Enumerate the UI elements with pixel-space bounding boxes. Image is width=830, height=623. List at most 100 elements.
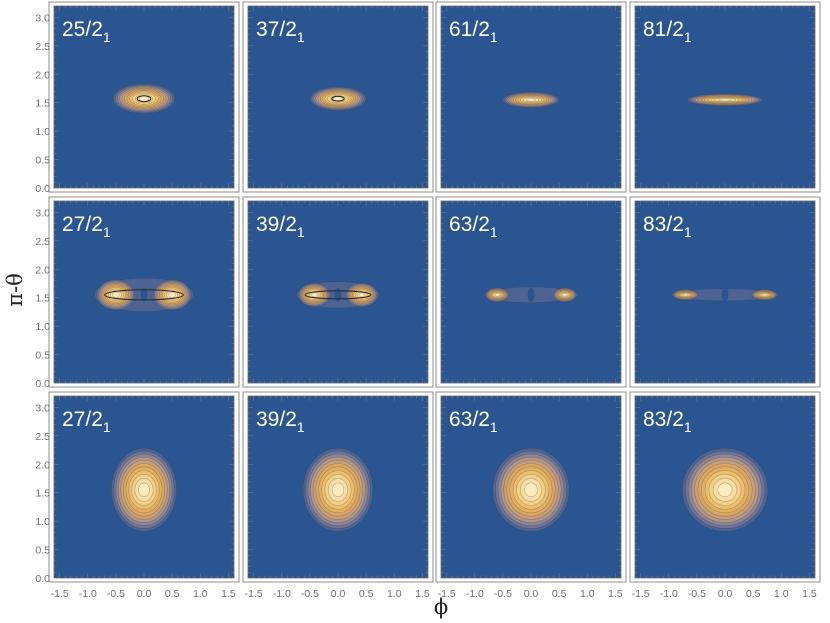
contour-levels (671, 288, 779, 302)
panel-label-main: 83/2 (643, 213, 684, 236)
panel-label-main: 63/2 (449, 408, 490, 431)
panel-label-subscript: 1 (684, 419, 692, 435)
x-tick-label: 0.0 (331, 588, 346, 600)
panel-label: 37/21 (256, 18, 305, 45)
y-tick-label: 3.0 (35, 12, 50, 24)
x-tick-label: -1.0 (660, 588, 678, 600)
y-tick-label: 1.5 (35, 293, 50, 305)
nodal-contour (331, 95, 345, 102)
x-tick-label: 0.0 (137, 588, 152, 600)
y-tick-label: 2.0 (35, 459, 50, 471)
tick-marks (441, 5, 621, 189)
y-tick-label: 1.5 (35, 488, 50, 500)
x-tick-label: -1.5 (438, 588, 456, 600)
panel-label: 39/21 (256, 408, 305, 435)
y-tick-label: 0.0 (35, 573, 50, 585)
panel-label-main: 39/2 (256, 408, 297, 431)
contour-level (168, 291, 176, 298)
contour-panel: 27/21 (48, 196, 240, 388)
nodal-contour (104, 289, 184, 301)
panel-label-subscript: 1 (490, 29, 498, 45)
panel-label-subscript: 1 (297, 29, 305, 45)
tick-marks (441, 395, 621, 579)
contour-level (138, 482, 150, 498)
tick-marks (635, 5, 815, 189)
x-tick-label: 1.5 (415, 588, 430, 600)
x-tick-labels: -1.5 -1.0 -0.5 0.0 0.5 1.0 1.5 -1.5 -1.0 -0.5 0.0 0… (51, 588, 817, 600)
panel-label: 63/21 (449, 213, 498, 240)
contour-panel: 83/21 (629, 391, 821, 583)
panel-label: 27/21 (62, 408, 111, 435)
panel-label-subscript: 1 (297, 224, 305, 240)
contour-level (358, 292, 365, 298)
x-tick-label: -1.0 (79, 588, 97, 600)
panel-label-main: 61/2 (449, 18, 490, 41)
x-tick-label: 0.0 (524, 588, 539, 600)
panel-label-subscript: 1 (490, 419, 498, 435)
contour-level (526, 98, 536, 102)
panel-label: 39/21 (256, 213, 305, 240)
y-axis-title: π-θ (3, 273, 27, 307)
tick-marks (635, 200, 815, 384)
contour-level (333, 96, 343, 101)
contour-level (311, 292, 318, 298)
contour-level (717, 482, 733, 498)
panel-label-main: 27/2 (62, 213, 103, 236)
tick-marks (248, 395, 428, 579)
y-tick-label: 0.0 (35, 183, 50, 195)
tick-marks (54, 395, 234, 579)
panel-label-main: 37/2 (256, 18, 297, 41)
panel-label-subscript: 1 (684, 224, 692, 240)
x-tick-label: 0.5 (359, 588, 374, 600)
panel-label-subscript: 1 (297, 419, 305, 435)
contour-level (562, 293, 568, 297)
x-tick-label: 1.0 (774, 588, 789, 600)
panel-label-main: 27/2 (62, 408, 103, 431)
x-tick-label: 1.5 (802, 588, 817, 600)
x-tick-label: 1.0 (193, 588, 208, 600)
x-tick-label: -1.0 (273, 588, 291, 600)
panel-label: 83/21 (643, 408, 692, 435)
panel-label-subscript: 1 (103, 29, 111, 45)
x-tick-label: -1.0 (466, 588, 484, 600)
nodal-point (334, 288, 342, 302)
panel-label: 81/21 (643, 18, 692, 45)
x-tick-label: -0.5 (301, 588, 319, 600)
contour-panel: 39/21 (242, 391, 434, 583)
x-tick-label: -1.5 (245, 588, 263, 600)
contour-levels (94, 277, 194, 312)
x-tick-label: 0.5 (165, 588, 180, 600)
contour-level (683, 293, 689, 297)
x-tick-label: 0.5 (552, 588, 567, 600)
contour-levels (502, 91, 560, 109)
nodal-contour (304, 290, 372, 300)
contour-panel: 63/21 (435, 196, 627, 388)
nodal-point (140, 288, 148, 302)
y-tick-label: 3.0 (35, 207, 50, 219)
tick-marks (54, 200, 234, 384)
panel-label-subscript: 1 (103, 419, 111, 435)
y-tick-label: 3.0 (35, 402, 50, 414)
contour-panel: 25/21 (48, 1, 240, 193)
y-tick-label: 2.5 (35, 431, 50, 443)
panel-label: 25/21 (62, 18, 111, 45)
tick-marks (248, 5, 428, 189)
contour-levels (492, 448, 570, 532)
contour-panel: 39/21 (242, 196, 434, 388)
contour-levels (681, 448, 769, 532)
x-tick-label: -0.5 (688, 588, 706, 600)
contour-level (494, 293, 500, 297)
nodal-point (527, 288, 535, 302)
contour-levels (111, 448, 177, 532)
contour-panel: 81/21 (629, 1, 821, 193)
tick-marks (441, 200, 621, 384)
y-tick-label: 1.0 (35, 516, 50, 528)
contour-panel: 37/21 (242, 1, 434, 193)
y-tick-labels: 0.0 0.5 1.0 1.5 2.0 2.5 3.0 0.0 0.5 1.0 1.5 2.0 2.5 3… (35, 12, 50, 585)
contour-level (718, 98, 732, 102)
y-tick-label: 2.0 (35, 264, 50, 276)
y-tick-label: 0.5 (35, 545, 50, 557)
y-tick-label: 0.5 (35, 155, 50, 167)
contour-levels (296, 281, 380, 309)
